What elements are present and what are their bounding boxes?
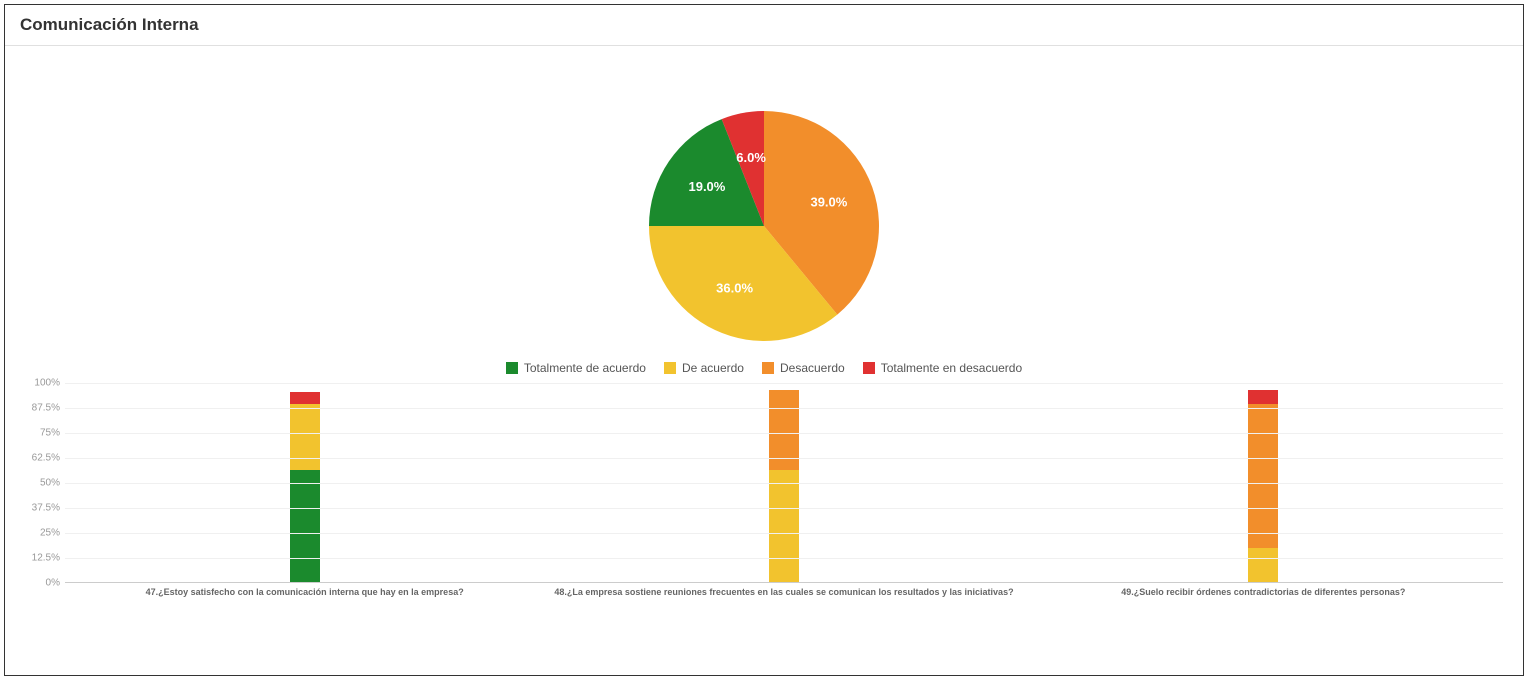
bar-segment[interactable] bbox=[290, 470, 320, 582]
gridline bbox=[65, 558, 1503, 559]
gridline bbox=[65, 408, 1503, 409]
stacked-bar[interactable] bbox=[290, 392, 320, 582]
x-axis-label: 47.¿Estoy satisfecho con la comunicación… bbox=[65, 587, 544, 598]
chart-legend: Totalmente de acuerdo De acuerdo Desacuerd… bbox=[5, 346, 1523, 383]
bar-chart-grid: 0%12.5%25%37.5%50%62.5%75%87.5%100% bbox=[65, 383, 1503, 583]
legend-label: Desacuerdo bbox=[780, 361, 845, 375]
legend-item[interactable]: Desacuerdo bbox=[762, 361, 845, 375]
gridline bbox=[65, 533, 1503, 534]
legend-label: Totalmente en desacuerdo bbox=[881, 361, 1022, 375]
y-axis-tick: 100% bbox=[15, 378, 60, 389]
x-axis-labels: 47.¿Estoy satisfecho con la comunicación… bbox=[65, 583, 1503, 598]
legend-label: Totalmente de acuerdo bbox=[524, 361, 646, 375]
gridline bbox=[65, 483, 1503, 484]
panel-title: Comunicación Interna bbox=[20, 15, 1508, 35]
y-axis-tick: 62.5% bbox=[15, 453, 60, 464]
x-axis-label: 48.¿La empresa sostiene reuniones frecue… bbox=[545, 587, 1024, 598]
y-axis-tick: 12.5% bbox=[15, 553, 60, 564]
pie-chart: 39.0% 36.0% 19.0% 6.0% bbox=[624, 106, 904, 346]
pie-slice-label: 39.0% bbox=[810, 195, 847, 210]
y-axis-tick: 25% bbox=[15, 528, 60, 539]
y-axis-tick: 87.5% bbox=[15, 403, 60, 414]
pie-slice-label: 6.0% bbox=[736, 150, 766, 165]
pie-slice-label: 19.0% bbox=[688, 179, 725, 194]
y-axis-tick: 37.5% bbox=[15, 503, 60, 514]
legend-item[interactable]: Totalmente de acuerdo bbox=[506, 361, 646, 375]
stacked-bar[interactable] bbox=[1248, 390, 1278, 582]
dashboard-panel: Comunicación Interna 39.0% 36.0% 19.0% 6.0%… bbox=[4, 4, 1524, 676]
gridline bbox=[65, 433, 1503, 434]
stacked-bar[interactable] bbox=[769, 390, 799, 582]
y-axis-tick: 75% bbox=[15, 428, 60, 439]
pie-slice-label: 36.0% bbox=[716, 280, 753, 295]
pie-chart-section: 39.0% 36.0% 19.0% 6.0% bbox=[5, 46, 1523, 346]
legend-item[interactable]: De acuerdo bbox=[664, 361, 744, 375]
bar-segment[interactable] bbox=[769, 470, 799, 582]
panel-header: Comunicación Interna bbox=[5, 5, 1523, 46]
bar-segment[interactable] bbox=[1248, 390, 1278, 404]
y-axis-tick: 0% bbox=[15, 578, 60, 589]
gridline bbox=[65, 458, 1503, 459]
legend-swatch bbox=[762, 362, 774, 374]
x-axis-label: 49.¿Suelo recibir órdenes contradictoria… bbox=[1024, 587, 1503, 598]
legend-label: De acuerdo bbox=[682, 361, 744, 375]
legend-swatch bbox=[863, 362, 875, 374]
y-axis-tick: 50% bbox=[15, 478, 60, 489]
legend-swatch bbox=[664, 362, 676, 374]
bar-chart-section: 0%12.5%25%37.5%50%62.5%75%87.5%100% 47.¿… bbox=[5, 383, 1523, 623]
bar-segment[interactable] bbox=[1248, 548, 1278, 582]
legend-item[interactable]: Totalmente en desacuerdo bbox=[863, 361, 1022, 375]
gridline bbox=[65, 383, 1503, 384]
legend-swatch bbox=[506, 362, 518, 374]
bar-segment[interactable] bbox=[1248, 404, 1278, 548]
bar-segment[interactable] bbox=[290, 404, 320, 470]
bar-segment[interactable] bbox=[290, 392, 320, 404]
gridline bbox=[65, 508, 1503, 509]
